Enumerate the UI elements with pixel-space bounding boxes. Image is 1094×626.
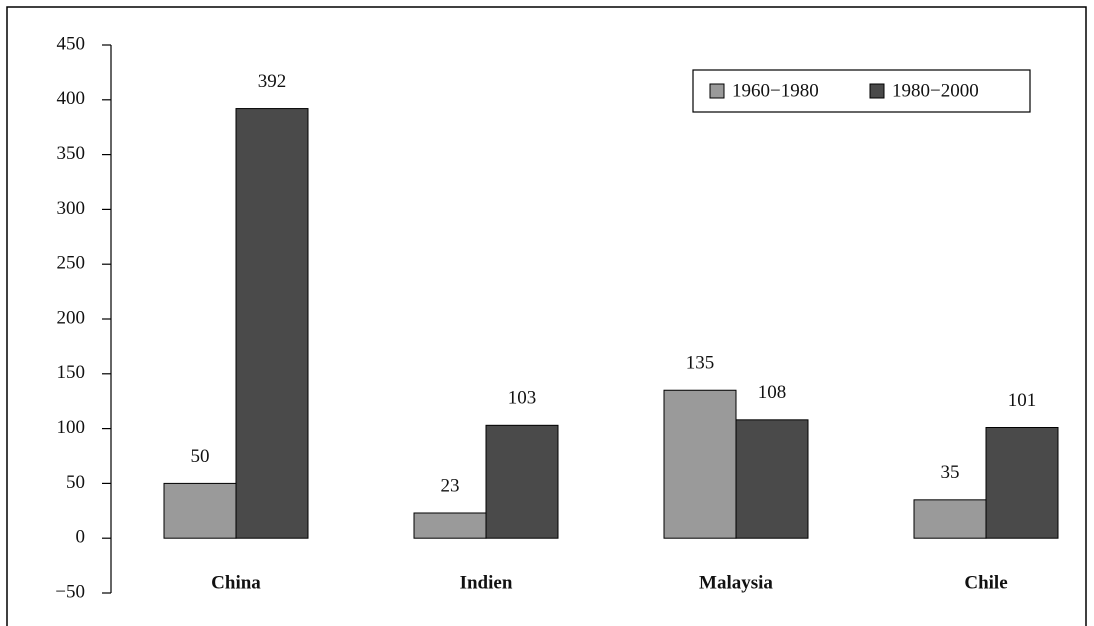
y-tick-label: −50 [55, 581, 85, 602]
data-label: 135 [686, 353, 715, 374]
data-label: 35 [941, 462, 960, 483]
data-label: 392 [258, 71, 287, 92]
y-tick-label: 250 [57, 253, 86, 274]
bar [413, 512, 487, 539]
legend-swatch [869, 83, 885, 99]
y-tick-label: 150 [57, 362, 86, 383]
legend-label: 1980−2000 [892, 80, 979, 101]
y-tick-label: 50 [66, 472, 85, 493]
bar [235, 108, 309, 539]
bar [663, 389, 737, 539]
bar [485, 424, 559, 539]
data-label: 50 [191, 446, 210, 467]
data-label: 108 [758, 382, 787, 403]
x-tick-label: China [211, 572, 261, 593]
legend-label: 1960−1980 [732, 80, 819, 101]
y-tick-label: 0 [76, 527, 86, 548]
data-label: 101 [1008, 390, 1037, 411]
bar [985, 427, 1059, 539]
y-tick-label: 450 [57, 33, 86, 54]
legend-box [692, 69, 1031, 113]
y-tick-label: 300 [57, 198, 86, 219]
bar [163, 482, 237, 539]
legend-swatch [709, 83, 725, 99]
data-label: 23 [441, 475, 460, 496]
frame [6, 6, 1087, 626]
data-label: 103 [508, 388, 537, 409]
y-tick-label: 200 [57, 307, 86, 328]
bar [913, 499, 987, 539]
y-tick-label: 100 [57, 417, 86, 438]
y-tick-label: 350 [57, 143, 86, 164]
x-tick-label: Indien [460, 572, 513, 593]
x-tick-label: Chile [964, 572, 1007, 593]
x-tick-label: Malaysia [699, 572, 773, 593]
bar [735, 419, 809, 539]
y-tick-label: 400 [57, 88, 86, 109]
